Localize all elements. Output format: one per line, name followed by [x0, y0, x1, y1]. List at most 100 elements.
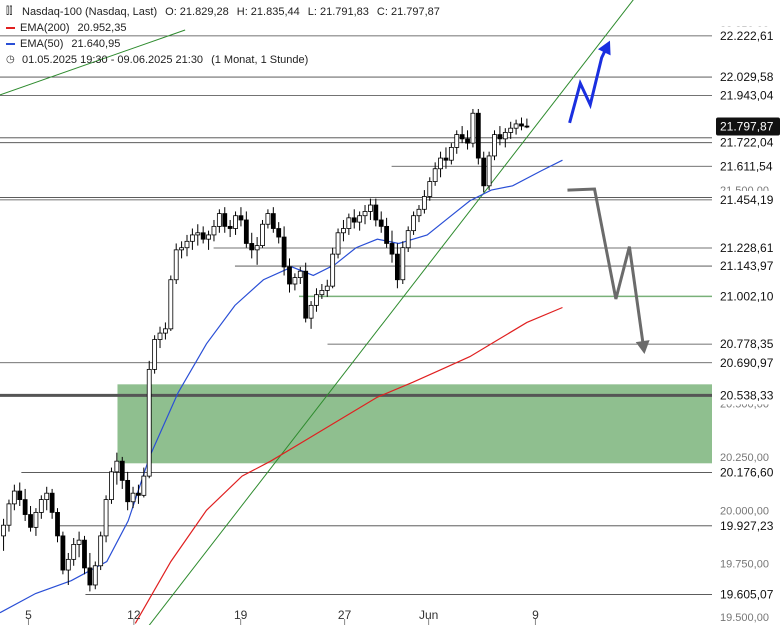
candle-body [346, 217, 352, 229]
ema200-line [134, 306, 563, 624]
candle-body [109, 471, 114, 501]
candle-body [411, 215, 416, 232]
candle-body [211, 225, 217, 236]
y-tick-label: 20.000,00 [720, 505, 769, 517]
candle-body [103, 499, 109, 537]
bullish-arrow-head [597, 40, 611, 56]
candle-body [60, 535, 66, 571]
price-label: 20.176,60 [720, 466, 774, 480]
x-tick-label: 19 [234, 608, 248, 622]
price-label: 21.143,97 [720, 259, 774, 273]
price-label-box [716, 257, 780, 276]
candle-body [357, 215, 363, 223]
price-label: 21.454,19 [720, 193, 774, 207]
legend-close: C: 21.797,87 [376, 6, 440, 18]
candle-body [519, 123, 524, 127]
legend-title-row: ⫿⫿ Nasdaq-100 (Nasdaq, Last) O: 21.829,2… [6, 4, 440, 20]
x-tick-label: 27 [338, 608, 352, 622]
support-zone [117, 384, 713, 464]
candle-body [297, 270, 303, 279]
candle-body [287, 266, 292, 285]
price-label-box [716, 157, 780, 176]
candle-body [141, 475, 147, 496]
candle-body [324, 285, 330, 291]
candle-body [465, 138, 470, 144]
candle-body [281, 236, 287, 268]
price-label: 20.778,35 [720, 337, 774, 351]
candle-body [384, 225, 390, 244]
price-label-box [716, 26, 780, 45]
candle-body [28, 514, 33, 528]
candle-body [1, 524, 6, 537]
candle-body [276, 228, 282, 238]
candle-body [65, 558, 71, 571]
candle-body [351, 217, 357, 223]
legend-ema50-row: EMA(50) 21.640,95 [6, 36, 440, 52]
candle-body [330, 253, 336, 287]
candle-body [486, 155, 492, 187]
candle-body [292, 277, 298, 285]
y-tick-label: 19.500,00 [720, 612, 769, 624]
candle-body [71, 544, 77, 560]
price-label-box [716, 463, 780, 482]
bullish-arrow [568, 45, 609, 124]
candle-body [524, 125, 530, 128]
candle-body [44, 492, 50, 500]
legend-ema200-row: EMA(200) 20.952,35 [6, 20, 440, 36]
candle-body [508, 127, 514, 133]
candle-body [394, 253, 400, 281]
candle-body [200, 232, 206, 240]
candle-body [76, 539, 82, 545]
price-label-box [716, 68, 780, 87]
ema50-line [0, 159, 563, 614]
candle-body [130, 492, 136, 503]
candle-body [492, 134, 497, 157]
candle-body [163, 328, 168, 334]
candle-body [157, 332, 163, 340]
bearish-arrow-head [635, 340, 650, 354]
legend-ema200-value: 20.952,35 [77, 22, 127, 34]
y-tick-label: 20.250,00 [720, 452, 769, 464]
legend-open: O: 21.829,28 [165, 6, 229, 18]
candle-body [502, 132, 508, 140]
candle-body [443, 157, 449, 161]
candle-body [454, 134, 460, 148]
bearish-arrow [567, 187, 646, 349]
candle-body [233, 215, 238, 229]
legend-resolution: (1 Monat, 1 Stunde) [211, 54, 309, 66]
price-label-box [716, 335, 780, 354]
price-label: 19.927,23 [720, 519, 774, 533]
price-label-box [716, 353, 780, 372]
price-label-box [716, 239, 780, 258]
price-label: 20.538,33 [720, 388, 774, 402]
candle-body [243, 219, 249, 244]
legend-high: H: 21.835,44 [236, 6, 300, 18]
candle-body [459, 134, 465, 140]
price-label-box [716, 386, 780, 405]
price-label-box [716, 287, 780, 306]
candle-body [55, 512, 60, 537]
candle-body [319, 290, 325, 296]
candle-body [17, 490, 23, 501]
candle-body [98, 535, 104, 567]
candle-body [438, 157, 443, 170]
candle-body [308, 304, 314, 319]
candle-body [427, 181, 433, 197]
candle-body [303, 270, 309, 319]
candle-body [87, 567, 93, 586]
candle-body [216, 213, 222, 227]
candle-body [125, 479, 131, 503]
x-tick-label: Jun [419, 608, 438, 622]
candle-body [249, 243, 255, 251]
candle-body [92, 565, 98, 586]
candle-body [11, 490, 17, 505]
candle-body [38, 499, 44, 513]
candle-body [368, 204, 373, 212]
candle-body [227, 225, 233, 229]
candle-body [362, 211, 368, 217]
candle-body [389, 243, 395, 255]
candle-body [432, 168, 438, 182]
ema50-swatch [6, 43, 15, 45]
price-label-box [716, 190, 780, 209]
